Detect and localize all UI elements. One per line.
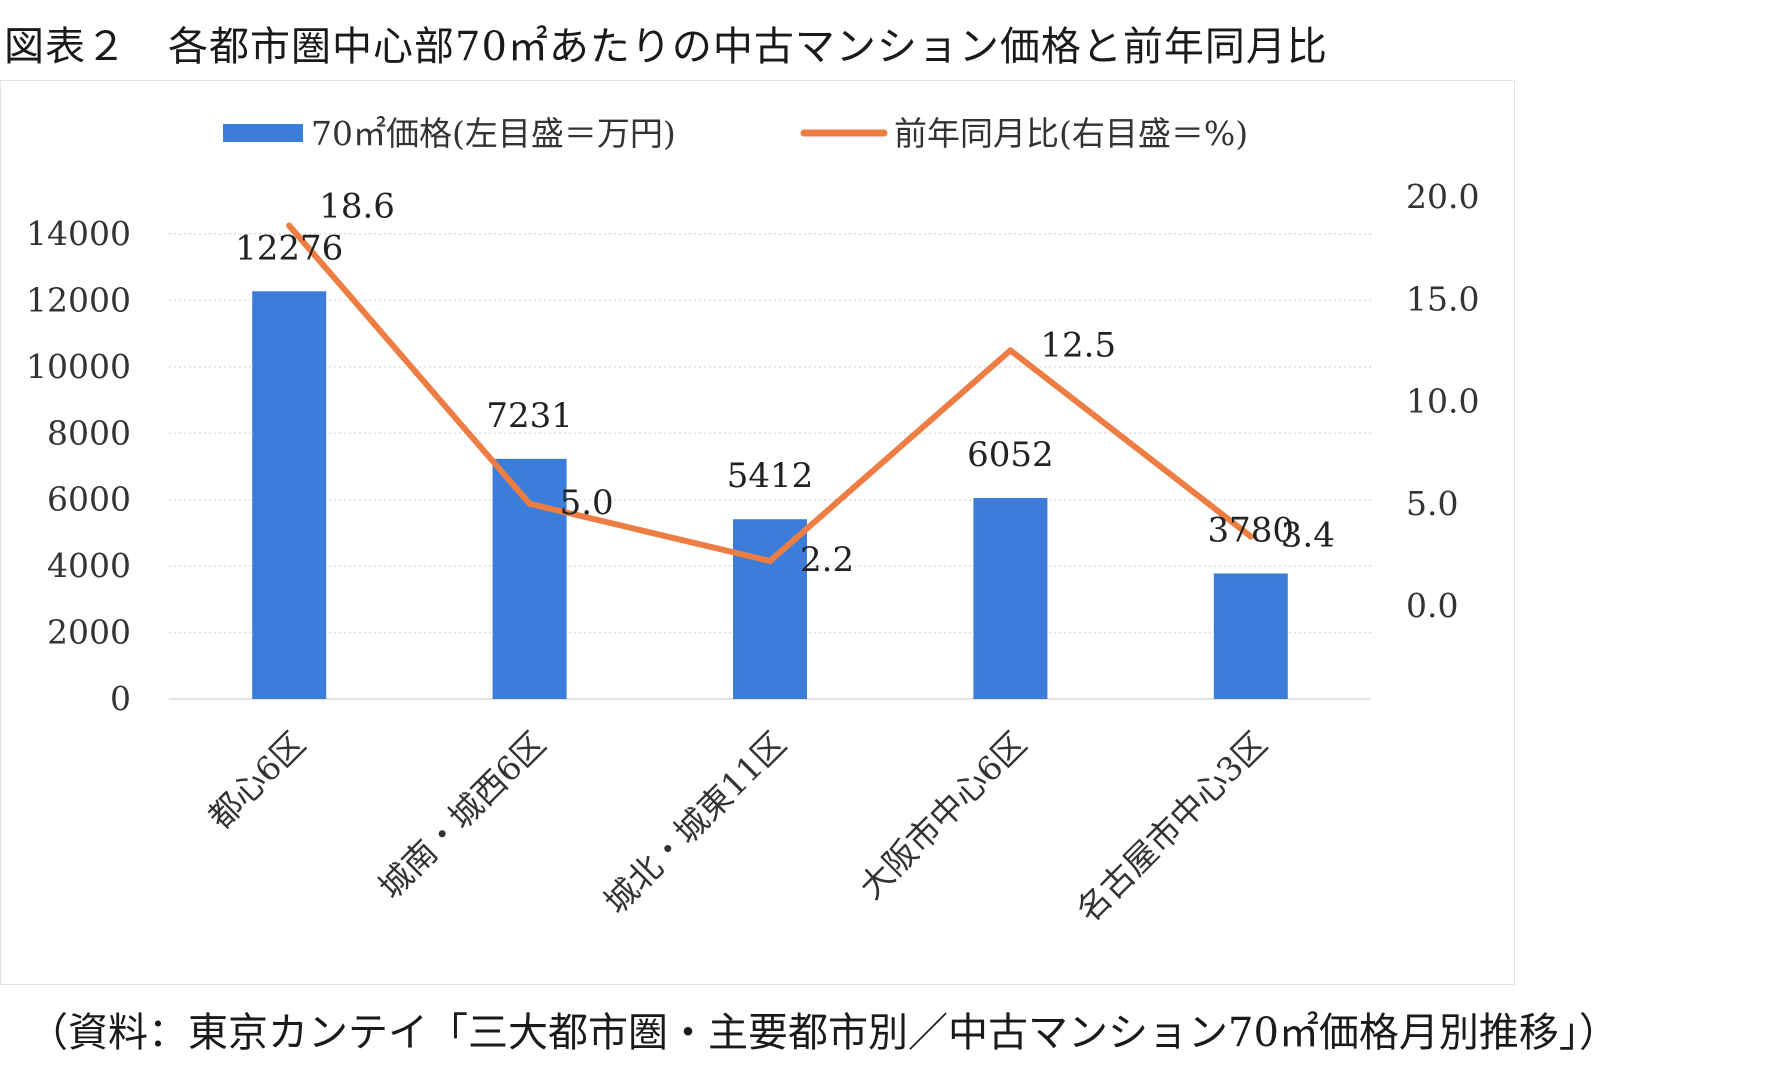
x-category-label: 大阪市中心6区 <box>852 724 1034 906</box>
source-note: （資料：東京カンテイ「三大都市圏・主要都市別／中古マンション70㎡価格月別推移」… <box>28 1010 1619 1056</box>
bar <box>1213 573 1288 699</box>
bar-data-label: 12276 <box>235 228 343 268</box>
line-point <box>767 558 773 565</box>
legend: 70㎡価格(左目盛＝万円) 前年同月比(右目盛＝%) <box>223 114 1248 153</box>
y-left-tick-label: 8000 <box>47 413 131 452</box>
line-data-label: 2.2 <box>800 540 854 580</box>
chart-plot: 12276 7231 5412 6052 3780 18.6 5.0 2.2 12.5 3.4 0… <box>26 114 1479 930</box>
bar-data-label: 7231 <box>486 396 573 436</box>
y-left-tick-label: 10000 <box>26 347 131 386</box>
x-category-label: 名古屋市中心3区 <box>1069 724 1275 930</box>
line-series-path <box>286 222 1254 565</box>
bar <box>492 458 567 699</box>
y-left-tick-label: 2000 <box>47 613 131 652</box>
bar <box>973 497 1048 699</box>
legend-swatch-bar <box>223 124 303 142</box>
x-category-label: 城南・城西6区 <box>371 724 553 906</box>
y-left-tick-label: 6000 <box>47 480 131 519</box>
bar-data-label: 3780 <box>1208 510 1295 550</box>
y-right-tick-label: 5.0 <box>1406 484 1458 523</box>
chart-title: 図表２ 各都市圏中心部70㎡あたりの中古マンション価格と前年同月比 <box>4 24 1328 70</box>
y-right-tick-label: 0.0 <box>1406 586 1458 625</box>
line-data-label: 5.0 <box>560 483 614 523</box>
y-left-tick-label: 4000 <box>47 546 131 585</box>
line-point <box>526 500 533 507</box>
line-point <box>286 222 293 229</box>
data-labels: 12276 7231 5412 6052 3780 18.6 5.0 2.2 12.5 3.4 <box>235 187 1335 580</box>
y-left-tick-label: 0 <box>110 679 131 718</box>
y-left-tick-label: 14000 <box>26 214 131 253</box>
line-data-label: 3.4 <box>1281 515 1335 555</box>
line-point <box>1247 533 1254 540</box>
line-point <box>1007 347 1014 354</box>
legend-label-line: 前年同月比(右目盛＝%) <box>894 114 1248 153</box>
line-data-label: 12.5 <box>1040 325 1116 365</box>
bar-series <box>252 291 1288 699</box>
y-right-tick-label: 15.0 <box>1406 279 1479 318</box>
y-right-tick-label: 10.0 <box>1406 382 1479 421</box>
bar-data-label: 6052 <box>967 435 1054 475</box>
line-data-label: 18.6 <box>319 187 395 227</box>
x-category-label: 城北・城東11区 <box>596 724 793 921</box>
chart-frame: 12276 7231 5412 6052 3780 18.6 5.0 2.2 12.5 3.4 0… <box>0 80 1515 985</box>
legend-label-bar: 70㎡価格(左目盛＝万円) <box>311 114 676 153</box>
x-category-label: 都心6区 <box>200 724 312 836</box>
y-right-tick-label: 20.0 <box>1406 177 1479 216</box>
line-series <box>286 222 1254 565</box>
bar-data-label: 5412 <box>727 456 814 496</box>
bar <box>252 291 327 699</box>
y-left-tick-label: 12000 <box>26 280 131 319</box>
bar <box>733 519 807 699</box>
